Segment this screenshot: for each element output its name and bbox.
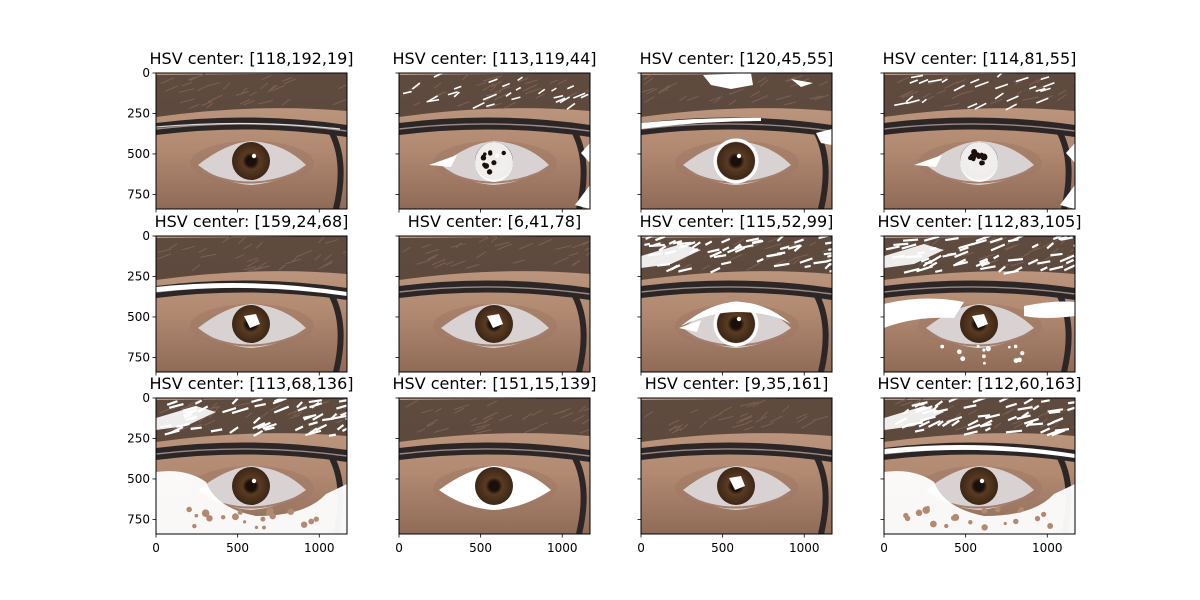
x-tick-label: 1000 bbox=[547, 541, 578, 555]
panel-title: HSV center: [113,119,44] bbox=[393, 49, 597, 68]
panel-grid: 0 250 500 750 HSV center: [118,192,19] HSV ce… bbox=[127, 49, 1082, 555]
y-tick-label: 750 bbox=[127, 350, 150, 364]
eye-image bbox=[884, 236, 1075, 372]
panel-title: HSV center: [114,81,55] bbox=[883, 49, 1077, 68]
y-tick-label: 250 bbox=[127, 431, 150, 445]
y-tick-label: 0 bbox=[142, 229, 150, 243]
x-tick-label: 0 bbox=[395, 541, 403, 555]
panel-title: HSV center: [118,192,19] bbox=[150, 49, 354, 68]
y-tick-label: 0 bbox=[142, 391, 150, 405]
panel: HSV center: [113,119,44] bbox=[393, 49, 597, 213]
panel: 0 500 1000 HSV center: [112,60,163] bbox=[878, 374, 1082, 555]
panel-title: HSV center: [112,60,163] bbox=[878, 374, 1082, 393]
eye-image bbox=[399, 236, 590, 372]
panel: 0 500 1000 HSV center: [151,15,139] bbox=[393, 374, 597, 555]
y-tick-label: 250 bbox=[127, 106, 150, 120]
y-tick-label: 500 bbox=[127, 310, 150, 324]
eye-image bbox=[641, 73, 832, 209]
eye-image bbox=[156, 236, 347, 372]
eye-image bbox=[641, 236, 832, 372]
eye-image bbox=[884, 398, 1075, 534]
panel-title: HSV center: [113,68,136] bbox=[150, 374, 354, 393]
axes-frame bbox=[640, 72, 833, 210]
panel-title: HSV center: [6,41,78] bbox=[408, 212, 581, 231]
y-tick-label: 750 bbox=[127, 512, 150, 526]
y-tick-label: 250 bbox=[127, 269, 150, 283]
eye-image bbox=[399, 398, 590, 534]
x-tick-label: 0 bbox=[152, 541, 160, 555]
axes-frame bbox=[155, 235, 348, 373]
panel-title: HSV center: [112,83,105] bbox=[878, 212, 1082, 231]
x-tick-label: 0 bbox=[637, 541, 645, 555]
axes-frame bbox=[883, 235, 1076, 373]
panel: 0 250 500 750 HSV center: [118,192,19] bbox=[127, 49, 353, 213]
x-tick-label: 1000 bbox=[789, 541, 820, 555]
eye-image bbox=[156, 398, 347, 534]
panel: 0 250 500 750 0 500 1000 HSV center: [113,68,13… bbox=[127, 374, 354, 555]
y-tick-label: 750 bbox=[127, 187, 150, 201]
y-tick-label: 0 bbox=[142, 66, 150, 80]
axes-frame bbox=[883, 72, 1076, 210]
axes-frame bbox=[155, 397, 348, 535]
panel-title: HSV center: [151,15,139] bbox=[393, 374, 597, 393]
x-tick-label: 1000 bbox=[1032, 541, 1063, 555]
panel-title: HSV center: [120,45,55] bbox=[640, 49, 834, 68]
axes-frame bbox=[883, 397, 1076, 535]
axes-frame bbox=[640, 235, 833, 373]
panel: HSV center: [112,83,105] bbox=[878, 212, 1082, 376]
axes-frame bbox=[640, 397, 833, 535]
eye-image bbox=[399, 73, 590, 209]
y-tick-label: 500 bbox=[127, 147, 150, 161]
panel-title: HSV center: [115,52,99] bbox=[640, 212, 834, 231]
panel: HSV center: [114,81,55] bbox=[880, 49, 1077, 213]
x-tick-label: 500 bbox=[469, 541, 492, 555]
panel: 0 250 500 750 HSV center: [159,24,68] bbox=[127, 212, 349, 376]
x-tick-label: 500 bbox=[954, 541, 977, 555]
panel: 0 500 1000 HSV center: [9,35,161] bbox=[637, 374, 833, 555]
y-tick-label: 500 bbox=[127, 472, 150, 486]
axes-frame bbox=[398, 72, 591, 210]
eye-image bbox=[641, 398, 832, 534]
axes-frame bbox=[398, 235, 591, 373]
x-tick-label: 500 bbox=[711, 541, 734, 555]
eye-image bbox=[156, 73, 347, 209]
panel-title: HSV center: [9,35,161] bbox=[645, 374, 829, 393]
eye-image bbox=[884, 73, 1075, 209]
axes-frame bbox=[398, 397, 591, 535]
panel: HSV center: [120,45,55] bbox=[637, 49, 834, 213]
panel: HSV center: [6,41,78] bbox=[395, 212, 591, 376]
x-tick-label: 500 bbox=[226, 541, 249, 555]
panel-title: HSV center: [159,24,68] bbox=[155, 212, 349, 231]
x-tick-label: 1000 bbox=[304, 541, 335, 555]
x-tick-label: 0 bbox=[880, 541, 888, 555]
panel: HSV center: [115,52,99] bbox=[637, 212, 834, 376]
axes-frame bbox=[155, 72, 348, 210]
